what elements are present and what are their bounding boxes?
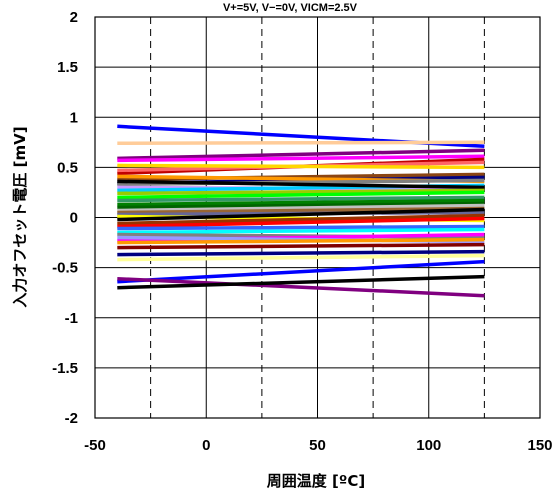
- series-line-19: [117, 201, 485, 210]
- y-tick-label: -2: [65, 410, 78, 427]
- series-line-37: [117, 276, 485, 298]
- series-layer: [117, 124, 485, 298]
- series-line-4: [117, 154, 485, 163]
- x-tick-labels: -50 0 50 100 150: [84, 437, 552, 454]
- series-line-26: [117, 216, 485, 229]
- x-tick-label: 50: [309, 437, 326, 454]
- y-tick-label: -1: [65, 310, 78, 327]
- series-line-20: [117, 203, 485, 213]
- chart-title: V+=5V, V−=0V, VICM=2.5V: [223, 2, 358, 14]
- series-line-14: [117, 179, 485, 190]
- series-line-21: [117, 206, 485, 215]
- y-tick-label: -1.5: [52, 360, 78, 377]
- series-line-18: [117, 198, 485, 207]
- x-tick-label: -50: [84, 437, 106, 454]
- series-line-15: [117, 188, 485, 196]
- y-axis-label: 入力オフセット電圧 [mV]: [11, 126, 29, 307]
- y-tick-label: 0.5: [57, 159, 78, 176]
- series-line-27: [117, 224, 485, 231]
- series-line-38: [117, 274, 485, 290]
- y-tick-label: 1: [70, 109, 78, 126]
- x-tick-label: 150: [527, 437, 552, 454]
- y-tick-label: 2: [70, 9, 78, 26]
- y-tick-label: -0.5: [52, 260, 78, 277]
- series-line-25: [117, 213, 485, 226]
- x-tick-label: 0: [202, 437, 210, 454]
- series-line-24: [117, 207, 485, 222]
- series-line-3: [117, 148, 485, 161]
- y-tick-label: 0: [70, 210, 78, 227]
- y-tick-label: 1.5: [57, 59, 78, 76]
- series-line-2: [117, 140, 485, 146]
- series-line-7: [117, 163, 485, 170]
- series-line-35: [117, 253, 485, 262]
- x-tick-label: 100: [416, 437, 441, 454]
- series-line-28: [117, 227, 485, 235]
- series-line-33: [117, 242, 485, 250]
- x-axis-label: 周囲温度 [ºC]: [267, 472, 365, 490]
- series-line-34: [117, 249, 485, 257]
- series-line-36: [117, 259, 485, 284]
- series-line-16: [117, 190, 485, 200]
- series-line-32: [117, 237, 485, 245]
- series-line-17: [117, 195, 485, 203]
- y-tick-labels: 2 1.5 1 0.5 0 -0.5 -1 -1.5 -2: [52, 9, 78, 427]
- plot-frame: [94, 16, 541, 419]
